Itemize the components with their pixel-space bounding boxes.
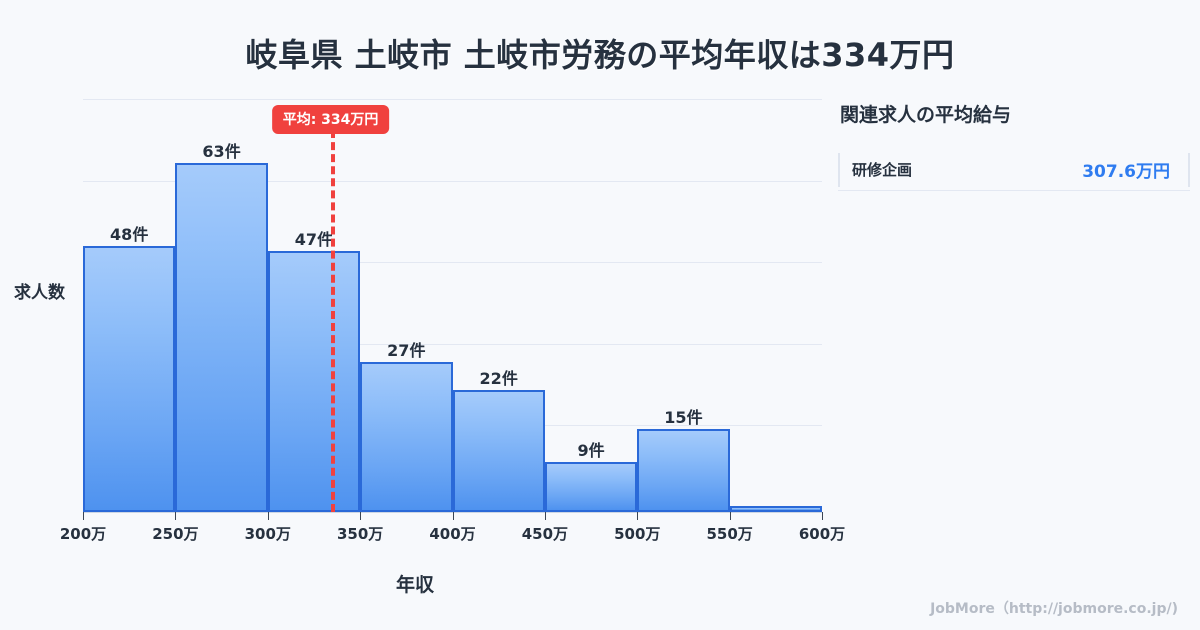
page-title: 岐阜県 土岐市 土岐市労務の平均年収は334万円 — [245, 36, 955, 74]
related-salary-list: 研修企画 307.6万円 — [838, 149, 1190, 191]
x-axis-tick-label: 200万 — [59, 525, 107, 543]
bar-value-label: 48件 — [110, 224, 149, 244]
x-axis-tick-label: 600万 — [798, 525, 846, 543]
x-axis-title: 年収 — [395, 574, 434, 596]
bar[interactable] — [267, 251, 361, 512]
x-axis-tick — [544, 512, 546, 520]
bar[interactable] — [175, 162, 268, 512]
bar[interactable] — [452, 390, 545, 512]
x-axis-tick — [267, 512, 269, 520]
x-axis-tick — [452, 512, 454, 520]
y-axis-title: 求人数 — [14, 283, 65, 303]
bar-value-label: 63件 — [202, 141, 241, 161]
related-salary-heading: 関連求人の平均給与 — [840, 104, 1012, 126]
average-badge: 平均: 334万円 — [271, 105, 390, 134]
related-salary-row[interactable]: 研修企画 307.6万円 — [838, 149, 1190, 191]
gridline-2 — [83, 262, 822, 263]
bar[interactable] — [637, 428, 730, 512]
x-axis-tick-label: 500万 — [614, 525, 661, 543]
watermark-footer: JobMore（http://jobmore.co.jp/) — [930, 601, 1178, 617]
x-axis-tick — [822, 512, 823, 520]
bar[interactable] — [729, 506, 822, 512]
x-axis-tick-label: 300万 — [244, 525, 291, 543]
x-axis-tick-label: 350万 — [336, 525, 384, 543]
x-axis-tick — [637, 512, 639, 520]
x-axis-tick — [729, 512, 731, 520]
bar-value-label: 47件 — [294, 230, 334, 250]
bar[interactable] — [83, 245, 176, 512]
plot-area — [83, 99, 822, 512]
x-axis-tick-label: 400万 — [429, 525, 476, 543]
x-axis-tick-label: 550万 — [706, 525, 753, 543]
histogram-chart: 求人数 年収 48件 63件 47件 27件 22件 9件 15件 200万 250万 300万 3… — [14, 99, 845, 596]
bar[interactable] — [360, 362, 453, 512]
gridline-0 — [83, 99, 822, 100]
gridline-3 — [83, 344, 822, 345]
bar-value-label: 22件 — [479, 369, 518, 389]
bar-value-label: 9件 — [577, 441, 605, 461]
bar-value-label: 27件 — [387, 341, 426, 361]
bar-value-label: 15件 — [664, 407, 703, 427]
bar[interactable] — [544, 462, 638, 512]
average-line — [330, 130, 335, 512]
x-axis-tick-label: 450万 — [521, 525, 569, 543]
related-salary-value: 307.6万円 — [1082, 162, 1170, 182]
related-salary-label: 研修企画 — [852, 161, 913, 179]
x-axis-tick — [175, 512, 177, 520]
x-axis-tick-label: 250万 — [152, 525, 199, 543]
related-salary-panel: 関連求人の平均給与 研修企画 307.6万円 — [838, 100, 1190, 191]
x-axis-tick — [360, 512, 362, 520]
x-axis-tick — [83, 512, 84, 520]
gridline-1 — [83, 181, 822, 182]
